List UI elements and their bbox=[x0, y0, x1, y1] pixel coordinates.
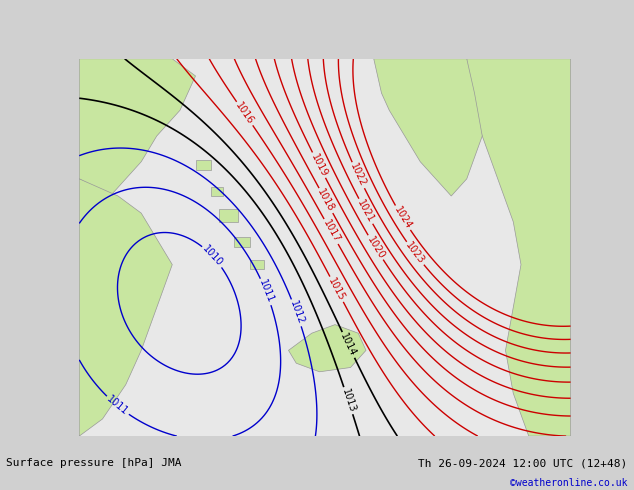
Polygon shape bbox=[234, 237, 250, 247]
Polygon shape bbox=[79, 59, 195, 196]
Text: 1017: 1017 bbox=[321, 219, 342, 245]
Polygon shape bbox=[219, 209, 238, 221]
Text: 1010: 1010 bbox=[200, 244, 224, 269]
Polygon shape bbox=[79, 179, 172, 436]
Polygon shape bbox=[467, 59, 571, 436]
Polygon shape bbox=[195, 160, 211, 171]
Text: 1015: 1015 bbox=[327, 276, 347, 302]
Text: 1023: 1023 bbox=[404, 241, 427, 266]
Text: 1018: 1018 bbox=[316, 188, 336, 214]
Text: 1020: 1020 bbox=[365, 234, 386, 261]
Text: Th 26-09-2024 12:00 UTC (12+48): Th 26-09-2024 12:00 UTC (12+48) bbox=[418, 458, 628, 468]
Text: 1013: 1013 bbox=[340, 388, 357, 414]
Text: 1012: 1012 bbox=[288, 299, 306, 326]
Text: 1014: 1014 bbox=[339, 332, 358, 358]
Text: Surface pressure [hPa] JMA: Surface pressure [hPa] JMA bbox=[6, 458, 182, 468]
Polygon shape bbox=[374, 59, 482, 196]
Text: 1024: 1024 bbox=[392, 205, 413, 231]
Text: 1022: 1022 bbox=[348, 162, 368, 189]
Text: 1021: 1021 bbox=[355, 198, 376, 224]
Text: 1011: 1011 bbox=[257, 278, 275, 305]
Text: 1016: 1016 bbox=[234, 100, 256, 126]
Text: ©weatheronline.co.uk: ©weatheronline.co.uk bbox=[510, 478, 628, 488]
Polygon shape bbox=[211, 187, 223, 196]
Text: 1019: 1019 bbox=[309, 152, 329, 178]
Text: 1011: 1011 bbox=[105, 394, 130, 417]
Polygon shape bbox=[288, 324, 366, 372]
Polygon shape bbox=[250, 260, 264, 269]
